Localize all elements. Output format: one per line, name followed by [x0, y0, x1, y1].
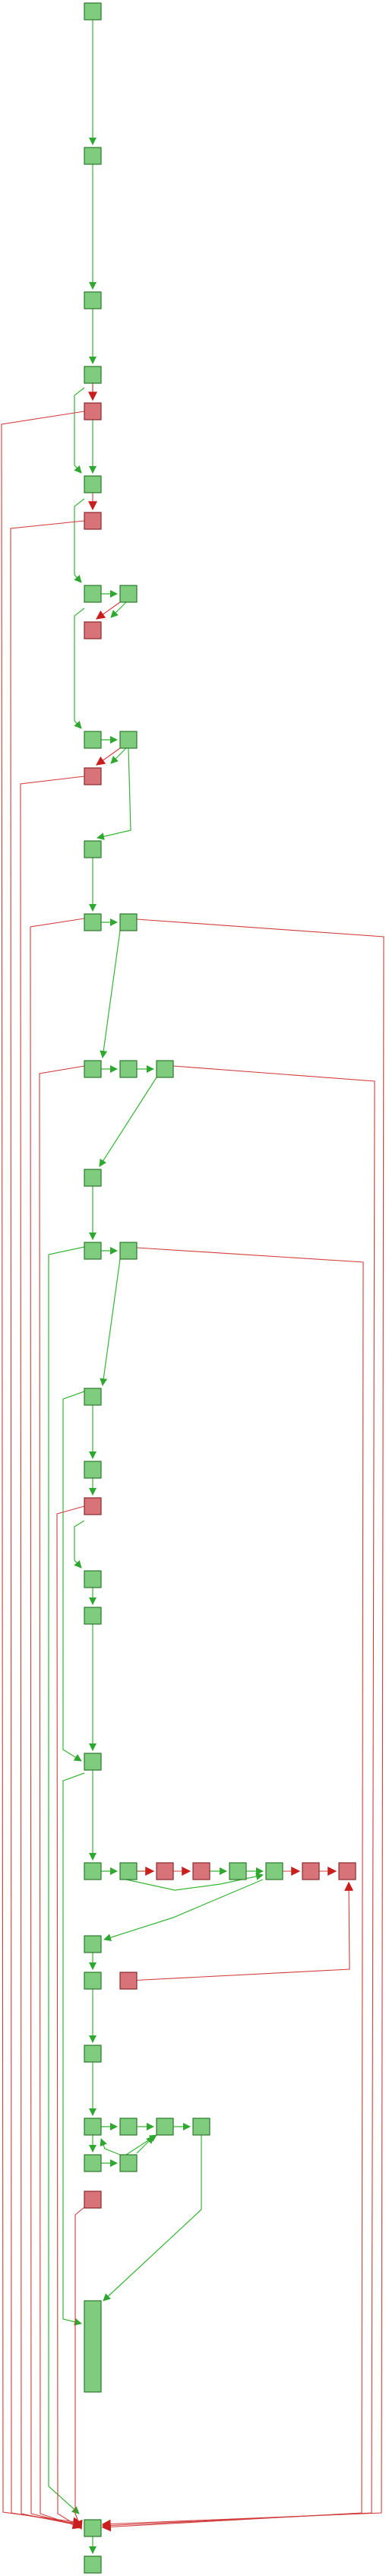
nodes-layer: [84, 2, 356, 2574]
basic-block-node[interactable]: [84, 366, 102, 384]
basic-block-node[interactable]: [119, 1242, 138, 1260]
flow-edge: [136, 2136, 154, 2154]
error-block-node[interactable]: [302, 1862, 320, 1880]
flow-edge: [103, 1879, 264, 1942]
flow-edge: [74, 608, 85, 729]
basic-block-node[interactable]: [84, 1169, 102, 1187]
basic-block-node[interactable]: [156, 2118, 174, 2136]
error-block-node[interactable]: [119, 1972, 138, 1990]
flow-edge: [99, 1077, 157, 1167]
tall-basic-block-node[interactable]: [84, 2300, 102, 2393]
flow-edge: [74, 498, 85, 583]
basic-block-node[interactable]: [84, 1060, 102, 1078]
error-edge: [56, 1505, 85, 2529]
error-edge: [96, 747, 121, 766]
error-edge: [10, 520, 85, 2528]
basic-block-node[interactable]: [119, 2118, 138, 2136]
error-block-node[interactable]: [84, 1497, 102, 1515]
flow-edge: [96, 747, 131, 840]
basic-block-node[interactable]: [84, 840, 102, 858]
basic-block-node[interactable]: [192, 2118, 210, 2136]
basic-block-node[interactable]: [119, 731, 138, 749]
basic-block-node[interactable]: [84, 1972, 102, 1990]
flow-edge: [103, 2135, 202, 2302]
error-block-node[interactable]: [84, 767, 102, 785]
basic-block-node[interactable]: [84, 2118, 102, 2136]
basic-block-node[interactable]: [229, 1862, 247, 1880]
flow-edge: [100, 930, 121, 1058]
flow-edge: [48, 1246, 85, 2514]
basic-block-node[interactable]: [84, 1570, 102, 1588]
basic-block-node[interactable]: [84, 1461, 102, 1479]
basic-block-node[interactable]: [84, 2, 102, 21]
basic-block-node[interactable]: [84, 475, 102, 493]
basic-block-node[interactable]: [84, 291, 102, 309]
flow-edge: [100, 2138, 121, 2156]
basic-block-node[interactable]: [265, 1862, 283, 1880]
basic-block-node[interactable]: [84, 731, 102, 749]
edges-layer: [1, 20, 384, 2554]
error-block-node[interactable]: [84, 402, 102, 420]
error-edge: [1, 411, 85, 2527]
flow-edge: [100, 1258, 121, 1386]
flow-edge: [110, 747, 127, 764]
error-edge: [39, 1065, 85, 2530]
error-block-node[interactable]: [338, 1862, 356, 1880]
error-edge: [101, 1247, 364, 2532]
error-edge: [128, 1881, 354, 1981]
basic-block-node[interactable]: [156, 1060, 174, 1078]
basic-block-node[interactable]: [84, 2555, 102, 2574]
basic-block-node[interactable]: [119, 585, 138, 603]
error-edge: [74, 2206, 85, 2530]
error-block-node[interactable]: [192, 1862, 210, 1880]
basic-block-node[interactable]: [84, 1935, 102, 1953]
error-block-node[interactable]: [84, 621, 102, 639]
basic-block-node[interactable]: [119, 2154, 138, 2172]
flow-edge: [62, 1772, 85, 2326]
error-block-node[interactable]: [84, 512, 102, 530]
basic-block-node[interactable]: [84, 1607, 102, 1625]
basic-block-node[interactable]: [84, 1862, 102, 1880]
error-edge: [30, 918, 85, 2529]
basic-block-node[interactable]: [84, 1753, 102, 1771]
basic-block-node[interactable]: [84, 913, 102, 931]
basic-block-node[interactable]: [84, 1388, 102, 1406]
flow-edge: [74, 1520, 85, 1569]
basic-block-node[interactable]: [84, 147, 102, 165]
error-edge: [101, 918, 384, 2529]
error-edge: [20, 776, 85, 2529]
flow-edge: [110, 601, 127, 618]
error-edge: [101, 1065, 375, 2530]
basic-block-node[interactable]: [84, 2519, 102, 2537]
flow-edge: [62, 1391, 85, 1762]
flow-edge: [74, 387, 85, 474]
basic-block-node[interactable]: [119, 913, 138, 931]
basic-block-node[interactable]: [119, 1862, 138, 1880]
basic-block-node[interactable]: [84, 585, 102, 603]
error-block-node[interactable]: [84, 2191, 102, 2209]
basic-block-node[interactable]: [84, 2154, 102, 2172]
basic-block-node[interactable]: [84, 1242, 102, 1260]
basic-block-node[interactable]: [84, 2045, 102, 2063]
error-block-node[interactable]: [156, 1862, 174, 1880]
basic-block-node[interactable]: [119, 1060, 138, 1078]
error-edge: [96, 601, 121, 620]
